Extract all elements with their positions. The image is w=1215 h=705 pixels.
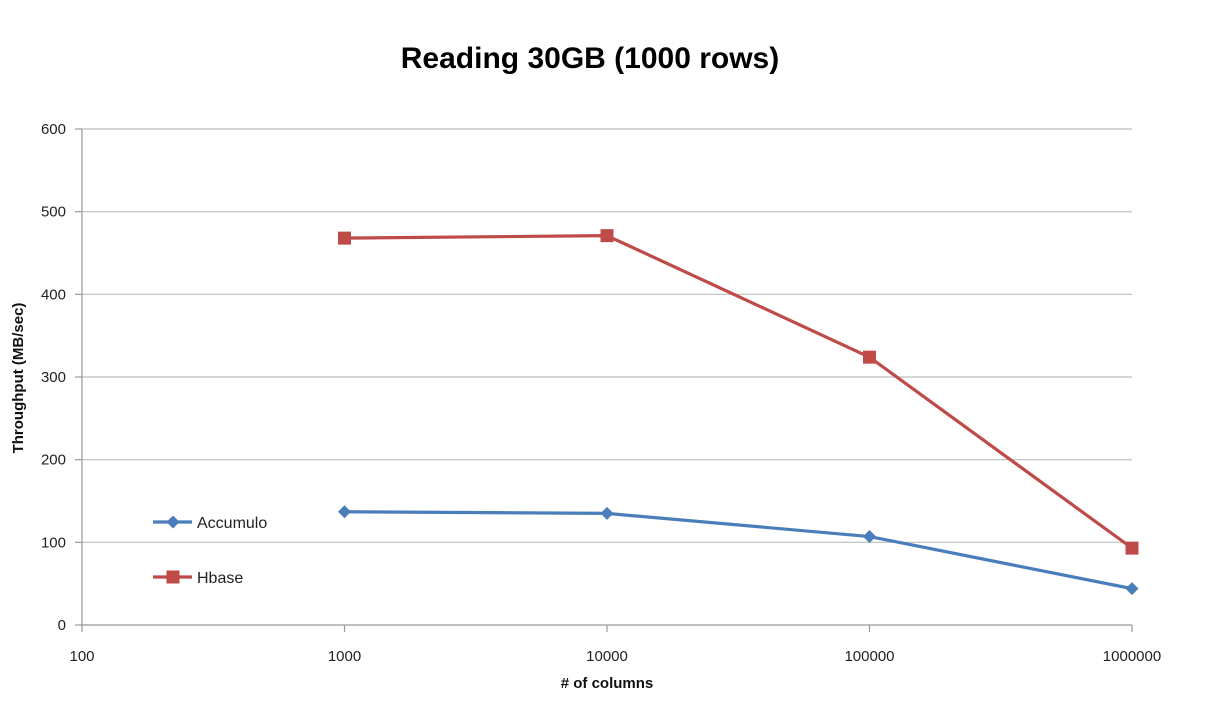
y-tick-label-2: 200 — [41, 452, 66, 469]
y-tick-label-5: 500 — [41, 204, 66, 221]
data-point-hbase-2 — [863, 350, 876, 364]
legend: Accumulo Hbase — [153, 515, 267, 587]
data-point-accumulo-0 — [338, 505, 351, 519]
x-tick-label-1: 1000 — [328, 648, 361, 665]
x-tick-label-4: 1000000 — [1103, 648, 1161, 665]
y-tick-label-4: 400 — [41, 286, 66, 303]
legend-marker-accumulo — [166, 515, 180, 529]
y-axis-label: Throughput (MB/sec) — [10, 303, 27, 454]
legend-label-hbase: Hbase — [197, 570, 243, 587]
y-tick-label-0: 0 — [58, 617, 66, 634]
data-point-accumulo-2 — [863, 530, 876, 544]
y-axis-ticks: 0 100 200 300 400 500 600 — [41, 121, 82, 634]
x-tick-label-3: 100000 — [844, 648, 894, 665]
series-lines — [338, 229, 1139, 596]
x-axis-ticks: 100 1000 10000 100000 1000000 — [69, 625, 1161, 665]
chart-title: Reading 30GB (1000 rows) — [401, 42, 779, 75]
legend-marker-hbase — [166, 570, 180, 584]
data-point-hbase-3 — [1125, 541, 1139, 555]
series-hbase — [338, 229, 1139, 555]
y-tick-label-1: 100 — [41, 534, 66, 551]
data-point-accumulo-1 — [600, 506, 614, 520]
series-accumulo — [338, 505, 1139, 596]
series-line-accumulo — [344, 510, 1133, 591]
y-tick-label-6: 600 — [41, 121, 66, 138]
x-tick-label-2: 10000 — [586, 648, 628, 665]
legend-label-accumulo: Accumulo — [197, 515, 267, 532]
data-point-accumulo-3 — [1125, 582, 1139, 596]
legend-item-accumulo: Accumulo — [153, 515, 267, 532]
x-tick-label-0: 100 — [69, 648, 94, 665]
x-axis-label: # of columns — [561, 675, 654, 692]
y-tick-label-3: 300 — [41, 369, 66, 386]
data-point-hbase-0 — [338, 231, 351, 245]
series-line-hbase — [344, 234, 1133, 550]
gridlines — [82, 128, 1132, 543]
legend-item-hbase: Hbase — [153, 570, 243, 587]
data-point-hbase-1 — [600, 229, 614, 243]
